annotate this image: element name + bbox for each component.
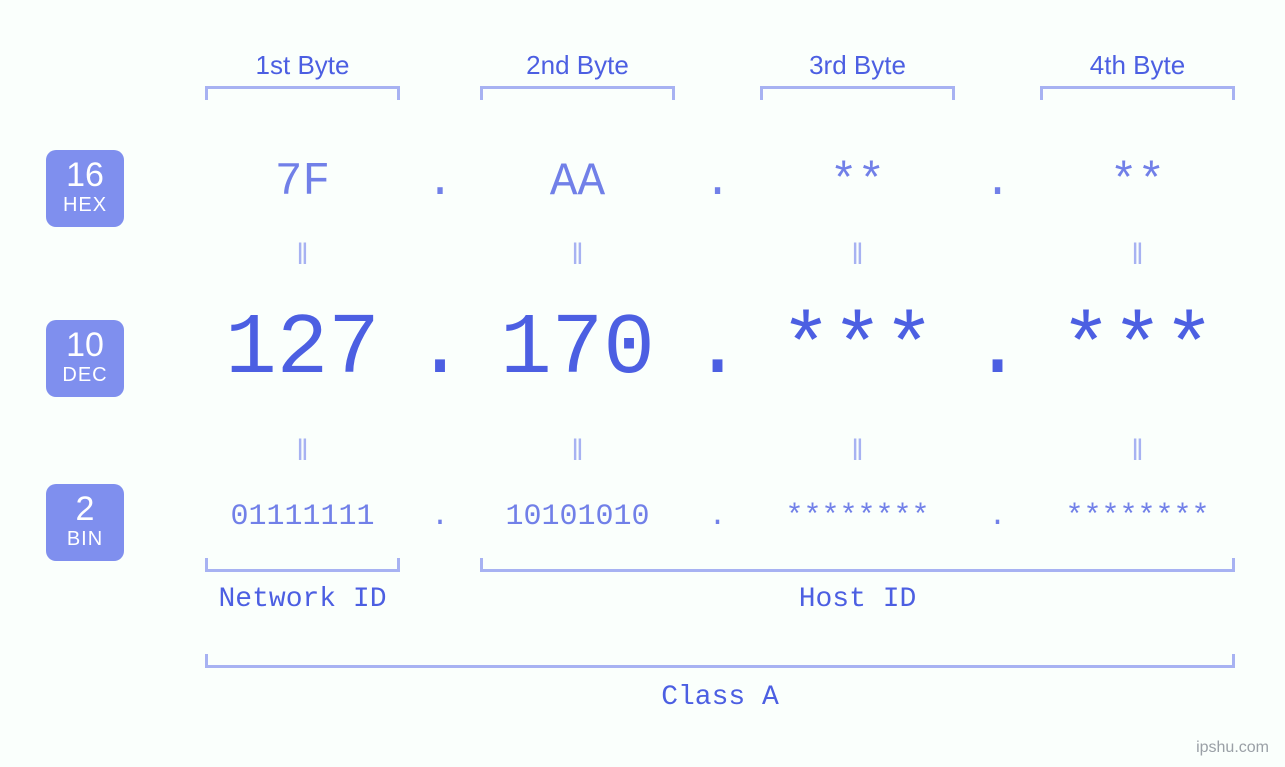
byte-header-2: 2nd Byte: [480, 50, 675, 81]
eq1-4: ǁ: [1040, 240, 1235, 274]
row-dec: 127 . 170 . *** . ***: [205, 300, 1235, 398]
bin-sep-3: .: [955, 500, 1040, 534]
eq2-1: ǁ: [205, 436, 400, 470]
base-badge-hex: 16 HEX: [46, 150, 124, 227]
bracket-byte-1: [205, 86, 400, 100]
row-bin: 01111111 . 10101010 . ******** . *******…: [205, 500, 1235, 534]
base-name-hex: HEX: [46, 194, 124, 217]
base-num-dec: 10: [46, 328, 124, 362]
byte-header-1: 1st Byte: [205, 50, 400, 81]
bracket-byte-4: [1040, 86, 1235, 100]
bin-sep-2: .: [675, 500, 760, 534]
eq2-4: ǁ: [1040, 436, 1235, 470]
dec-byte-4: ***: [1040, 300, 1235, 398]
hex-sep-2: .: [675, 156, 760, 208]
bin-sep-1: .: [400, 500, 480, 534]
base-name-dec: DEC: [46, 364, 124, 387]
eq1-2: ǁ: [480, 240, 675, 274]
hex-byte-1: 7F: [205, 156, 400, 208]
base-badge-bin: 2 BIN: [46, 484, 124, 561]
hex-byte-4: **: [1040, 156, 1235, 208]
label-network-id: Network ID: [205, 584, 400, 615]
eq2-2: ǁ: [480, 436, 675, 470]
hex-sep-3: .: [955, 156, 1040, 208]
bracket-host-id: [480, 558, 1235, 572]
dec-byte-2: 170: [480, 300, 675, 398]
dec-sep-1: .: [400, 300, 480, 398]
byte-header-4: 4th Byte: [1040, 50, 1235, 81]
label-host-id: Host ID: [480, 584, 1235, 615]
eq1-3: ǁ: [760, 240, 955, 274]
row-hex: 7F . AA . ** . **: [205, 156, 1235, 208]
bin-byte-2: 10101010: [480, 500, 675, 534]
bracket-class: [205, 654, 1235, 668]
hex-sep-1: .: [400, 156, 480, 208]
base-name-bin: BIN: [46, 528, 124, 551]
dec-byte-3: ***: [760, 300, 955, 398]
byte-header-3: 3rd Byte: [760, 50, 955, 81]
eq2-3: ǁ: [760, 436, 955, 470]
dec-byte-1: 127: [205, 300, 400, 398]
base-num-bin: 2: [46, 492, 124, 526]
dec-sep-3: .: [955, 300, 1040, 398]
bracket-byte-2: [480, 86, 675, 100]
watermark: ipshu.com: [1196, 739, 1269, 757]
bin-byte-1: 01111111: [205, 500, 400, 534]
ip-address-diagram: 1st Byte 2nd Byte 3rd Byte 4th Byte 16 H…: [0, 0, 1285, 767]
hex-byte-2: AA: [480, 156, 675, 208]
equals-row-2: ǁ ǁ ǁ ǁ: [205, 436, 1235, 470]
bin-byte-3: ********: [760, 500, 955, 534]
dec-sep-2: .: [675, 300, 760, 398]
eq1-1: ǁ: [205, 240, 400, 274]
bin-byte-4: ********: [1040, 500, 1235, 534]
equals-row-1: ǁ ǁ ǁ ǁ: [205, 240, 1235, 274]
base-badge-dec: 10 DEC: [46, 320, 124, 397]
bracket-network-id: [205, 558, 400, 572]
label-class: Class A: [205, 682, 1235, 713]
hex-byte-3: **: [760, 156, 955, 208]
base-num-hex: 16: [46, 158, 124, 192]
bracket-byte-3: [760, 86, 955, 100]
